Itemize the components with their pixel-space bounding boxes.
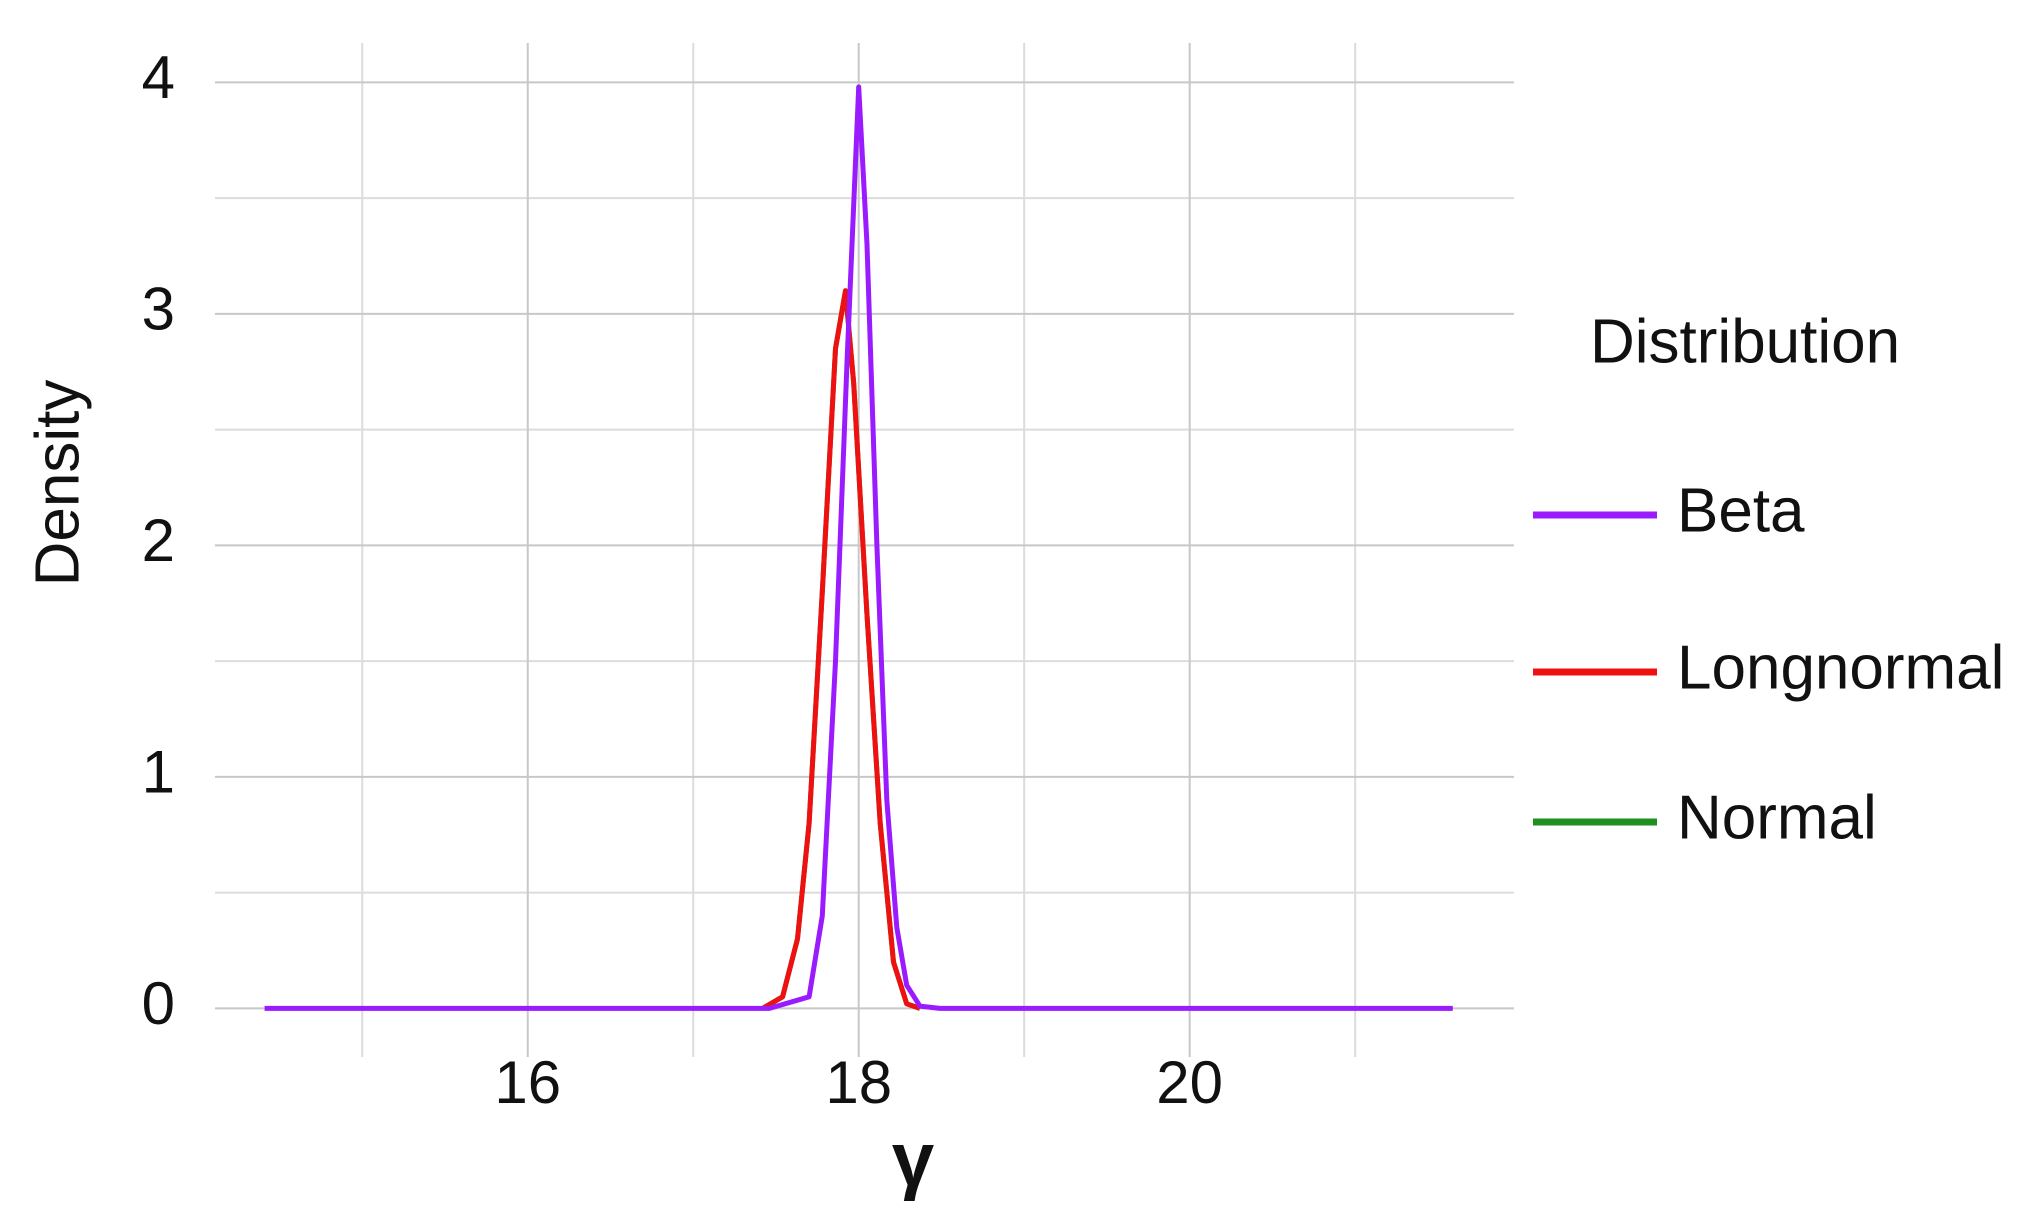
y-tick-label: 1 (142, 739, 175, 806)
legend-label: Longnormal (1677, 633, 2004, 702)
series-line (264, 84, 1453, 1011)
x-tick-label: 20 (1156, 1049, 1223, 1116)
y-tick-label: 4 (142, 44, 175, 111)
y-tick-label: 2 (142, 507, 175, 574)
x-tick-label: 16 (494, 1049, 561, 1116)
y-tick-label: 0 (142, 970, 175, 1037)
y-tick-label: 3 (142, 276, 175, 343)
legend-label: Normal (1677, 783, 1877, 852)
series-line (761, 288, 921, 1011)
y-axis-title: Density (23, 380, 92, 587)
x-tick-label: 18 (825, 1049, 892, 1116)
legend-label: Beta (1677, 476, 1805, 545)
x-axis-title: γ (892, 1117, 934, 1202)
legend-title: Distribution (1590, 307, 1900, 376)
